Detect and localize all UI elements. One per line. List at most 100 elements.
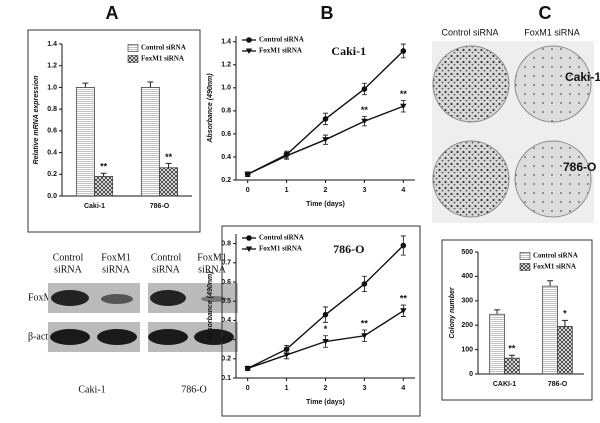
blot-band [194, 329, 234, 345]
legend-swatch [127, 44, 139, 52]
legend-marker [245, 246, 253, 252]
colony-row: 786-O [563, 160, 596, 174]
annotation: * [324, 324, 328, 334]
blot-column: siRNA [54, 264, 83, 275]
error-bar [147, 81, 154, 88]
legend-marker [246, 37, 252, 43]
marker [283, 352, 290, 358]
annotation: ** [100, 162, 108, 172]
y-tick-label: 400 [461, 273, 473, 280]
legend-label: FoxM1 siRNA [259, 47, 302, 55]
y-tick-label: 1.4 [47, 41, 57, 48]
y-axis-label: Absorbance (490nm) [207, 271, 214, 342]
legend-label: Control siRNA [533, 252, 578, 260]
y-tick-label: 0.4 [221, 154, 231, 161]
x-tick-label: 786-O [548, 381, 568, 388]
x-tick-label: 1 [285, 385, 289, 392]
x-axis-label: Time (days) [306, 399, 345, 406]
panel-letter: C [539, 3, 552, 23]
annotation: ** [400, 89, 408, 99]
x-tick-label: 0 [246, 385, 250, 392]
chart-title: Caki-1 [331, 44, 366, 58]
colony-images: Control siRNA FoxM1 siRNA Caki-1 786-O [432, 27, 600, 223]
blot-band [51, 290, 89, 306]
y-tick-label: 0.6 [221, 131, 231, 138]
legend-label: Control siRNA [259, 234, 304, 242]
colony-column: FoxM1 siRNA [524, 27, 580, 37]
y-tick-label: 0.2 [221, 356, 231, 363]
marker [322, 311, 329, 318]
y-tick-label: 0.8 [221, 108, 231, 115]
error-bar [494, 309, 501, 315]
legend-label: Control siRNA [259, 36, 304, 44]
panel-letter: A [106, 3, 119, 23]
x-axis-label: Time (days) [306, 201, 345, 208]
bar [94, 176, 114, 197]
colony-column: Control siRNA [441, 27, 498, 37]
annotation: ** [361, 105, 369, 115]
blot-band [148, 329, 188, 345]
marker [400, 242, 407, 249]
y-tick-label: 1.4 [221, 39, 231, 46]
legend-marker [245, 48, 253, 54]
marker [244, 365, 251, 372]
bar [140, 87, 160, 197]
x-tick-label: 3 [362, 187, 366, 194]
marker [361, 281, 368, 287]
bar [557, 326, 573, 375]
y-tick-label: 200 [461, 322, 473, 329]
panel-frame [27, 29, 201, 233]
y-tick-label: 0.4 [47, 149, 57, 156]
x-tick-label: 4 [401, 385, 405, 392]
y-tick-label: 0.3 [221, 336, 231, 343]
y-tick-label: 0.6 [221, 279, 231, 286]
blot-band [150, 290, 186, 306]
line [247, 50, 404, 175]
marker [361, 86, 368, 92]
legend-swatch [127, 55, 139, 63]
x-tick-label: 2 [324, 385, 328, 392]
x-tick-label: 2 [324, 187, 328, 194]
y-axis-label: Absorbance (490nm) [207, 73, 214, 144]
error-bar [100, 172, 107, 177]
y-tick-label: 1.0 [221, 85, 231, 92]
blot-column: Control [53, 252, 84, 263]
error-bar [508, 354, 515, 359]
marker [244, 171, 251, 178]
blot-row: FoxM1 [28, 292, 57, 303]
plate [514, 45, 592, 123]
error-bar [82, 82, 89, 88]
x-tick-label: 4 [401, 187, 405, 194]
blot-cell-line: 786-O [181, 384, 207, 395]
bar [504, 357, 520, 375]
annotation: ** [400, 293, 408, 303]
y-tick-label: 0.5 [221, 298, 231, 305]
bar [489, 313, 505, 375]
y-axis-label: Colony number [449, 286, 456, 339]
error-bar [561, 319, 568, 327]
annotation: ** [361, 318, 369, 328]
legend-swatch [519, 252, 531, 260]
legend-label: FoxM1 siRNA [259, 245, 302, 253]
plate [432, 45, 510, 123]
western-blot: Control siRNA FoxM1 siRNA Control siRNA … [28, 252, 238, 395]
y-tick-label: 100 [461, 346, 473, 353]
blot-row: β-actin [28, 331, 56, 342]
marker [400, 48, 407, 54]
legend-swatch [519, 263, 531, 271]
legend-marker [246, 235, 252, 241]
colony-row: Caki-1 [565, 70, 600, 84]
marker [283, 153, 290, 159]
y-tick-label: 500 [461, 249, 473, 256]
x-tick-label: 3 [362, 385, 366, 392]
blot-column: FoxM1 [197, 252, 226, 263]
legend-label: Control siRNA [141, 44, 186, 52]
annotation: ** [165, 152, 173, 162]
blot-band [50, 329, 90, 345]
y-axis-label: Relative mRNA expression [33, 76, 40, 165]
blot-column: Control [151, 252, 182, 263]
y-tick-label: 0.7 [221, 260, 231, 267]
bar [75, 87, 95, 197]
y-tick-label: 1.2 [47, 63, 57, 70]
